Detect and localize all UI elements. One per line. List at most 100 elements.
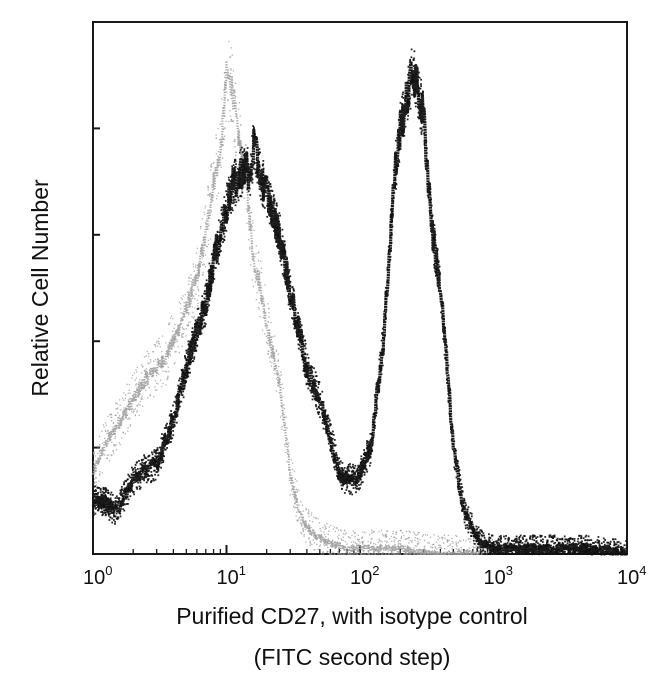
series-dot-purified-CD27: [502, 549, 505, 551]
series-dot-isotype-control: [360, 545, 362, 547]
series-dot-purified-CD27: [123, 509, 126, 512]
series-dot-purified-CD27: [474, 536, 477, 538]
series-dot-isotype-control: [187, 297, 189, 299]
series-dot-purified-CD27: [262, 177, 264, 180]
series-dot-isotype-control: [398, 553, 400, 555]
series-dot-isotype-control: [95, 484, 97, 486]
series-dot-purified-CD27: [352, 487, 355, 489]
series-dot-isotype-control: [126, 414, 128, 416]
series-dot-purified-CD27: [381, 327, 384, 330]
series-dot-purified-CD27: [413, 67, 416, 70]
series-dot-isotype-control: [458, 548, 460, 550]
series-dot-purified-CD27: [130, 481, 133, 484]
series-dot-isotype-control: [108, 454, 110, 456]
series-dot-isotype-control: [470, 538, 472, 540]
series-dot-isotype-control: [231, 120, 233, 122]
series-dot-purified-CD27: [384, 317, 387, 320]
series-dot-isotype-control: [384, 540, 386, 542]
series-dot-purified-CD27: [144, 457, 147, 459]
series-dot-purified-CD27: [443, 331, 446, 333]
series-dot-purified-CD27: [301, 358, 304, 361]
series-dot-purified-CD27: [171, 419, 174, 422]
series-dot-isotype-control: [400, 535, 403, 537]
series-dot-purified-CD27: [603, 541, 605, 543]
series-dot-isotype-control: [393, 553, 396, 555]
y-axis-ticks: [93, 127, 100, 555]
series-dot-isotype-control: [275, 390, 278, 392]
series-dot-purified-CD27: [265, 185, 268, 188]
series-dot-isotype-control: [237, 166, 239, 168]
series-dot-purified-CD27: [232, 196, 235, 198]
series-dot-purified-CD27: [591, 550, 594, 553]
series-dot-purified-CD27: [104, 491, 107, 493]
series-dot-isotype-control: [234, 91, 236, 93]
series-dot-purified-CD27: [497, 538, 500, 540]
series-dot-purified-CD27: [465, 515, 468, 517]
series-dot-purified-CD27: [479, 532, 481, 535]
series-dot-isotype-control: [154, 344, 156, 346]
series-dot-isotype-control: [95, 460, 97, 462]
series-dot-purified-CD27: [239, 178, 242, 181]
series-dot-isotype-control: [434, 549, 436, 551]
series-dot-isotype-control: [281, 426, 283, 428]
series-dot-purified-CD27: [213, 278, 216, 280]
series-dot-purified-CD27: [333, 466, 335, 469]
series-dot-purified-CD27: [332, 458, 335, 461]
series-dot-purified-CD27: [518, 536, 521, 538]
series-dot-purified-CD27: [308, 384, 311, 387]
series-dot-purified-CD27: [226, 182, 228, 185]
series-dot-purified-CD27: [308, 378, 310, 380]
series-dot-purified-CD27: [210, 281, 212, 284]
series-dot-isotype-control: [194, 298, 196, 300]
series-dot-purified-CD27: [515, 547, 518, 549]
series-dot-purified-CD27: [413, 50, 416, 53]
series-dot-isotype-control: [379, 543, 382, 546]
series-dot-purified-CD27: [466, 526, 469, 529]
series-dot-isotype-control: [110, 413, 112, 415]
series-dot-isotype-control: [297, 510, 299, 512]
series-dot-purified-CD27: [209, 293, 212, 295]
series-dot-purified-CD27: [580, 547, 583, 550]
series-dot-isotype-control: [310, 527, 312, 529]
series-dot-purified-CD27: [175, 415, 178, 418]
series-dot-isotype-control: [328, 553, 330, 555]
series-dot-purified-CD27: [564, 540, 566, 543]
series-dot-purified-CD27: [113, 515, 115, 518]
series-dot-purified-CD27: [436, 271, 439, 274]
series-dot-purified-CD27: [397, 146, 400, 148]
series-dot-purified-CD27: [617, 548, 620, 551]
series-dot-isotype-control: [117, 427, 119, 429]
series-dot-isotype-control: [131, 377, 133, 379]
series-dot-isotype-control: [415, 545, 418, 547]
series-dot-purified-CD27: [219, 231, 221, 234]
series-dot-purified-CD27: [165, 426, 168, 429]
series-dot-isotype-control: [466, 550, 468, 552]
series-dot-isotype-control: [129, 424, 132, 426]
series-dot-purified-CD27: [391, 209, 394, 212]
series-dot-purified-CD27: [101, 510, 103, 513]
series-dot-purified-CD27: [522, 538, 524, 540]
series-dot-isotype-control: [354, 552, 356, 554]
series-dot-purified-CD27: [604, 553, 607, 555]
series-dot-isotype-control: [475, 553, 477, 555]
series-dot-isotype-control: [392, 533, 394, 535]
series-dot-purified-CD27: [246, 177, 248, 180]
series-dot-purified-CD27: [177, 401, 180, 404]
series-dot-purified-CD27: [230, 190, 233, 193]
series-dot-purified-CD27: [412, 73, 414, 76]
series-dot-isotype-control: [260, 260, 262, 262]
series-dot-purified-CD27: [201, 327, 204, 330]
series-dot-purified-CD27: [240, 165, 243, 168]
series-dot-isotype-control: [277, 360, 279, 362]
series-dot-purified-CD27: [389, 220, 392, 223]
series-dot-purified-CD27: [476, 540, 479, 542]
series-dot-purified-CD27: [385, 300, 388, 303]
series-dot-purified-CD27: [234, 166, 237, 168]
series-dot-isotype-control: [182, 328, 184, 330]
series-dot-purified-CD27: [345, 489, 348, 491]
series-dot-purified-CD27: [253, 131, 255, 134]
series-dot-purified-CD27: [491, 545, 494, 547]
series-dot-purified-CD27: [229, 198, 231, 201]
series-dot-purified-CD27: [389, 224, 391, 227]
series-dot-purified-CD27: [276, 227, 279, 230]
